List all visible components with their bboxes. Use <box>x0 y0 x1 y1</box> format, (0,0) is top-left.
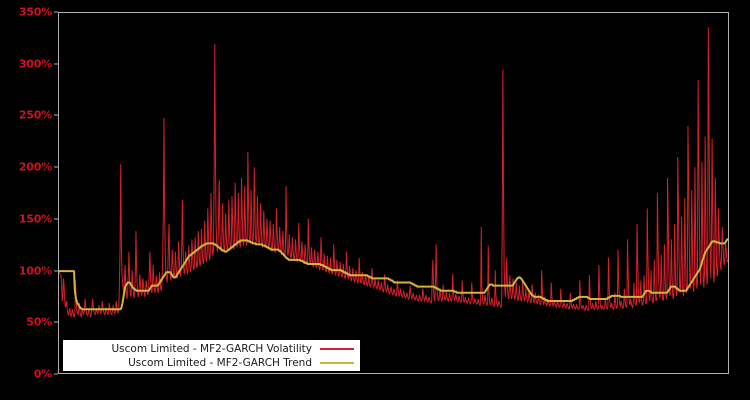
y-tick-mark <box>54 321 58 323</box>
y-tick-mark <box>54 218 58 220</box>
y-tick-mark <box>54 270 58 272</box>
y-tick-label: 300% <box>18 57 52 71</box>
legend-label-volatility: Uscom Limited - MF2-GARCH Volatility <box>111 342 313 355</box>
y-tick-label: 200% <box>18 160 52 174</box>
legend-entry-trend: Uscom Limited - MF2-GARCH Trend <box>63 356 354 370</box>
series-trend <box>59 239 728 309</box>
trend-line <box>59 239 728 309</box>
y-tick-mark <box>54 166 58 168</box>
y-tick-mark <box>54 63 58 65</box>
series-volatility <box>59 27 728 317</box>
y-tick-mark <box>54 114 58 116</box>
y-tick-label: 100% <box>18 264 52 278</box>
volatility-line <box>59 27 728 317</box>
chart-legend: Uscom Limited - MF2-GARCH Volatility Usc… <box>63 340 360 371</box>
legend-swatch-trend <box>320 361 354 364</box>
chart-svg <box>59 13 728 373</box>
legend-label-trend: Uscom Limited - MF2-GARCH Trend <box>128 356 312 369</box>
legend-swatch-volatility <box>320 347 354 350</box>
y-tick-mark <box>54 373 58 375</box>
y-axis: 0% 50% 100% 150% 200% 250% 300% 350% <box>0 0 58 400</box>
y-tick-label: 250% <box>18 108 52 122</box>
y-tick-mark <box>54 11 58 13</box>
y-tick-label: 0% <box>33 367 52 381</box>
y-tick-label: 350% <box>18 5 52 19</box>
y-tick-label: 150% <box>18 212 52 226</box>
plot-area <box>58 12 729 374</box>
legend-entry-volatility: Uscom Limited - MF2-GARCH Volatility <box>63 342 354 356</box>
y-tick-label: 50% <box>26 315 52 329</box>
